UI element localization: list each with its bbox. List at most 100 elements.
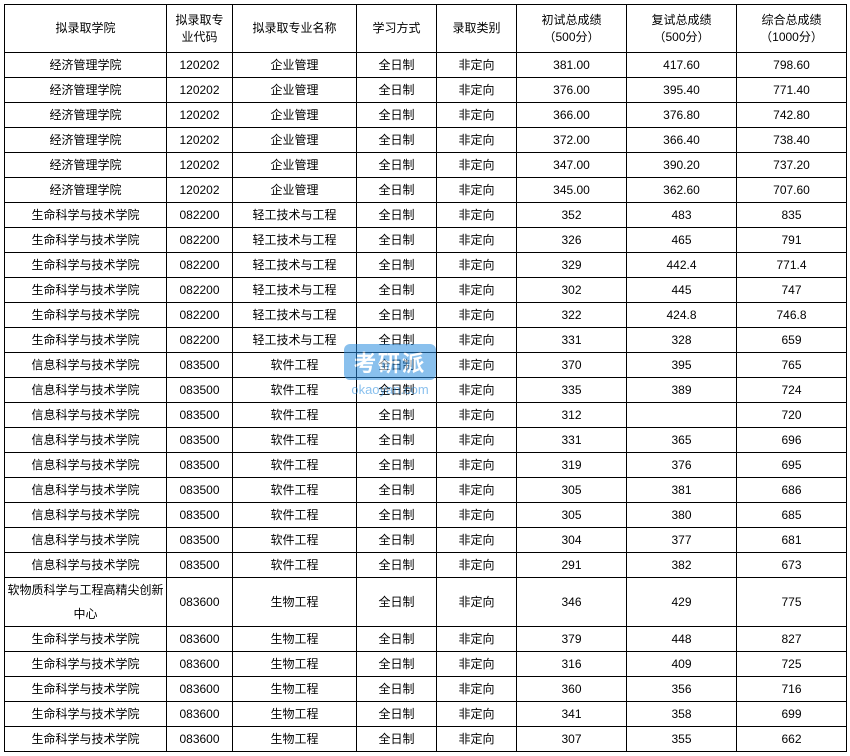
cell: 083600: [167, 578, 233, 627]
cell: 312: [517, 403, 627, 428]
cell: 720: [737, 403, 847, 428]
cell: 083600: [167, 702, 233, 727]
cell: 信息科学与技术学院: [5, 378, 167, 403]
cell: 341: [517, 702, 627, 727]
cell: 417.60: [627, 53, 737, 78]
cell: 生命科学与技术学院: [5, 727, 167, 752]
cell: 全日制: [357, 53, 437, 78]
cell: 120202: [167, 78, 233, 103]
cell: 全日制: [357, 578, 437, 627]
cell: 120202: [167, 53, 233, 78]
cell: 软件工程: [233, 403, 357, 428]
table-row: 信息科学与技术学院083500软件工程全日制非定向335389724: [5, 378, 847, 403]
cell: 699: [737, 702, 847, 727]
table-row: 生命科学与技术学院082200轻工技术与工程全日制非定向352483835: [5, 203, 847, 228]
cell: 生命科学与技术学院: [5, 228, 167, 253]
header-admit-type: 录取类别: [437, 5, 517, 53]
cell: 企业管理: [233, 103, 357, 128]
cell: 生物工程: [233, 652, 357, 677]
cell: 372.00: [517, 128, 627, 153]
cell: 全日制: [357, 553, 437, 578]
cell: 软件工程: [233, 353, 357, 378]
cell: 全日制: [357, 128, 437, 153]
cell: 全日制: [357, 378, 437, 403]
cell: 082200: [167, 303, 233, 328]
cell: 771.4: [737, 253, 847, 278]
cell: 软件工程: [233, 428, 357, 453]
cell: 生物工程: [233, 727, 357, 752]
cell: 328: [627, 328, 737, 353]
cell: 全日制: [357, 702, 437, 727]
table-row: 生命科学与技术学院082200轻工技术与工程全日制非定向329442.4771.…: [5, 253, 847, 278]
cell: 835: [737, 203, 847, 228]
cell: 346: [517, 578, 627, 627]
cell: 非定向: [437, 53, 517, 78]
cell: 347.00: [517, 153, 627, 178]
cell: 345.00: [517, 178, 627, 203]
cell: 291: [517, 553, 627, 578]
cell: 707.60: [737, 178, 847, 203]
cell: 083500: [167, 378, 233, 403]
cell: 软件工程: [233, 528, 357, 553]
cell: 082200: [167, 278, 233, 303]
cell: 082200: [167, 328, 233, 353]
header-major-code: 拟录取专业代码: [167, 5, 233, 53]
cell: 信息科学与技术学院: [5, 453, 167, 478]
cell: 信息科学与技术学院: [5, 353, 167, 378]
cell: 非定向: [437, 328, 517, 353]
cell: 全日制: [357, 403, 437, 428]
table-row: 经济管理学院120202企业管理全日制非定向347.00390.20737.20: [5, 153, 847, 178]
table-row: 信息科学与技术学院083500软件工程全日制非定向305381686: [5, 478, 847, 503]
cell: 673: [737, 553, 847, 578]
cell: 非定向: [437, 503, 517, 528]
table-row: 经济管理学院120202企业管理全日制非定向376.00395.40771.40: [5, 78, 847, 103]
cell: 329: [517, 253, 627, 278]
cell: 生命科学与技术学院: [5, 677, 167, 702]
cell: 经济管理学院: [5, 128, 167, 153]
cell: 335: [517, 378, 627, 403]
table-row: 生命科学与技术学院083600生物工程全日制非定向379448827: [5, 627, 847, 652]
cell: 377: [627, 528, 737, 553]
cell: 非定向: [437, 228, 517, 253]
cell: 全日制: [357, 503, 437, 528]
cell: 生命科学与技术学院: [5, 328, 167, 353]
cell: 395.40: [627, 78, 737, 103]
cell: 非定向: [437, 353, 517, 378]
cell: 082200: [167, 253, 233, 278]
cell: 非定向: [437, 553, 517, 578]
cell: 全日制: [357, 228, 437, 253]
cell: 376.00: [517, 78, 627, 103]
cell: 746.8: [737, 303, 847, 328]
header-study-mode: 学习方式: [357, 5, 437, 53]
cell: 445: [627, 278, 737, 303]
cell: 信息科学与技术学院: [5, 478, 167, 503]
cell: 737.20: [737, 153, 847, 178]
cell: 376: [627, 453, 737, 478]
cell: 全日制: [357, 303, 437, 328]
cell: 非定向: [437, 627, 517, 652]
cell: 信息科学与技术学院: [5, 428, 167, 453]
cell: 379: [517, 627, 627, 652]
cell: 352: [517, 203, 627, 228]
cell: 083500: [167, 503, 233, 528]
cell: 695: [737, 453, 847, 478]
cell: 生命科学与技术学院: [5, 253, 167, 278]
cell: 724: [737, 378, 847, 403]
cell: 765: [737, 353, 847, 378]
cell: 轻工技术与工程: [233, 303, 357, 328]
header-major-name: 拟录取专业名称: [233, 5, 357, 53]
cell: 082200: [167, 228, 233, 253]
cell: 企业管理: [233, 128, 357, 153]
cell: 全日制: [357, 453, 437, 478]
cell: 经济管理学院: [5, 53, 167, 78]
cell: 全日制: [357, 153, 437, 178]
cell: 775: [737, 578, 847, 627]
cell: 305: [517, 503, 627, 528]
cell: 非定向: [437, 428, 517, 453]
cell: 360: [517, 677, 627, 702]
cell: 771.40: [737, 78, 847, 103]
table-row: 生命科学与技术学院083600生物工程全日制非定向360356716: [5, 677, 847, 702]
cell: 307: [517, 727, 627, 752]
table-row: 信息科学与技术学院083500软件工程全日制非定向370395765: [5, 353, 847, 378]
cell: 非定向: [437, 78, 517, 103]
